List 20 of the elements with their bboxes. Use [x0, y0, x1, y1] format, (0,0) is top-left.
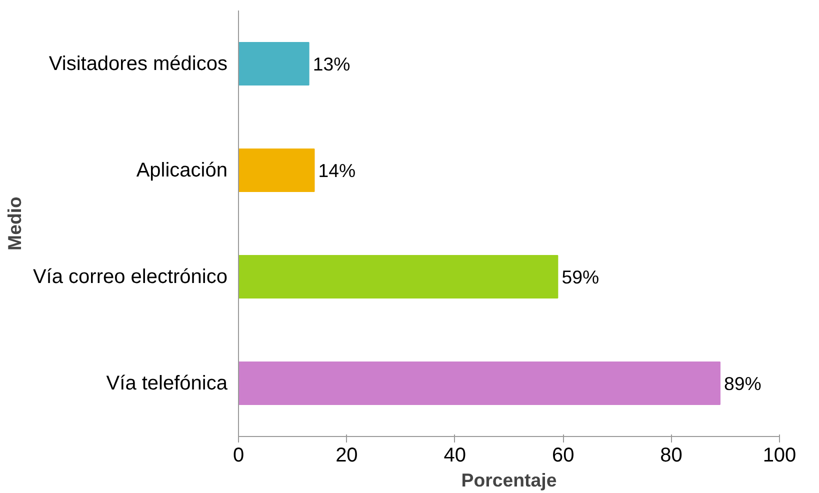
x-tick-label: 40	[444, 444, 466, 466]
data-label: 59%	[562, 266, 600, 288]
x-tick-label: 20	[336, 444, 358, 466]
data-label: 13%	[312, 53, 350, 74]
y-tick-label: Vía telefónica	[106, 372, 228, 394]
data-label: 14%	[318, 160, 356, 181]
bar	[238, 254, 558, 299]
y-tick-label: Aplicación	[136, 159, 228, 182]
x-tick-label: 60	[552, 444, 574, 466]
x-tick-label: 0	[232, 444, 244, 466]
y-axis-title: Medio	[4, 196, 25, 250]
bar	[238, 148, 315, 192]
x-axis-title: Porcentaje	[461, 470, 557, 490]
y-tick-label: Visitadores médicos	[48, 52, 228, 75]
x-tick-label: 80	[660, 444, 682, 466]
data-label: 89%	[724, 372, 762, 394]
bar	[238, 361, 720, 406]
x-tick-label: 100	[762, 444, 796, 466]
bar	[238, 42, 310, 86]
y-tick-label: Vía correo electrónico	[32, 266, 228, 288]
